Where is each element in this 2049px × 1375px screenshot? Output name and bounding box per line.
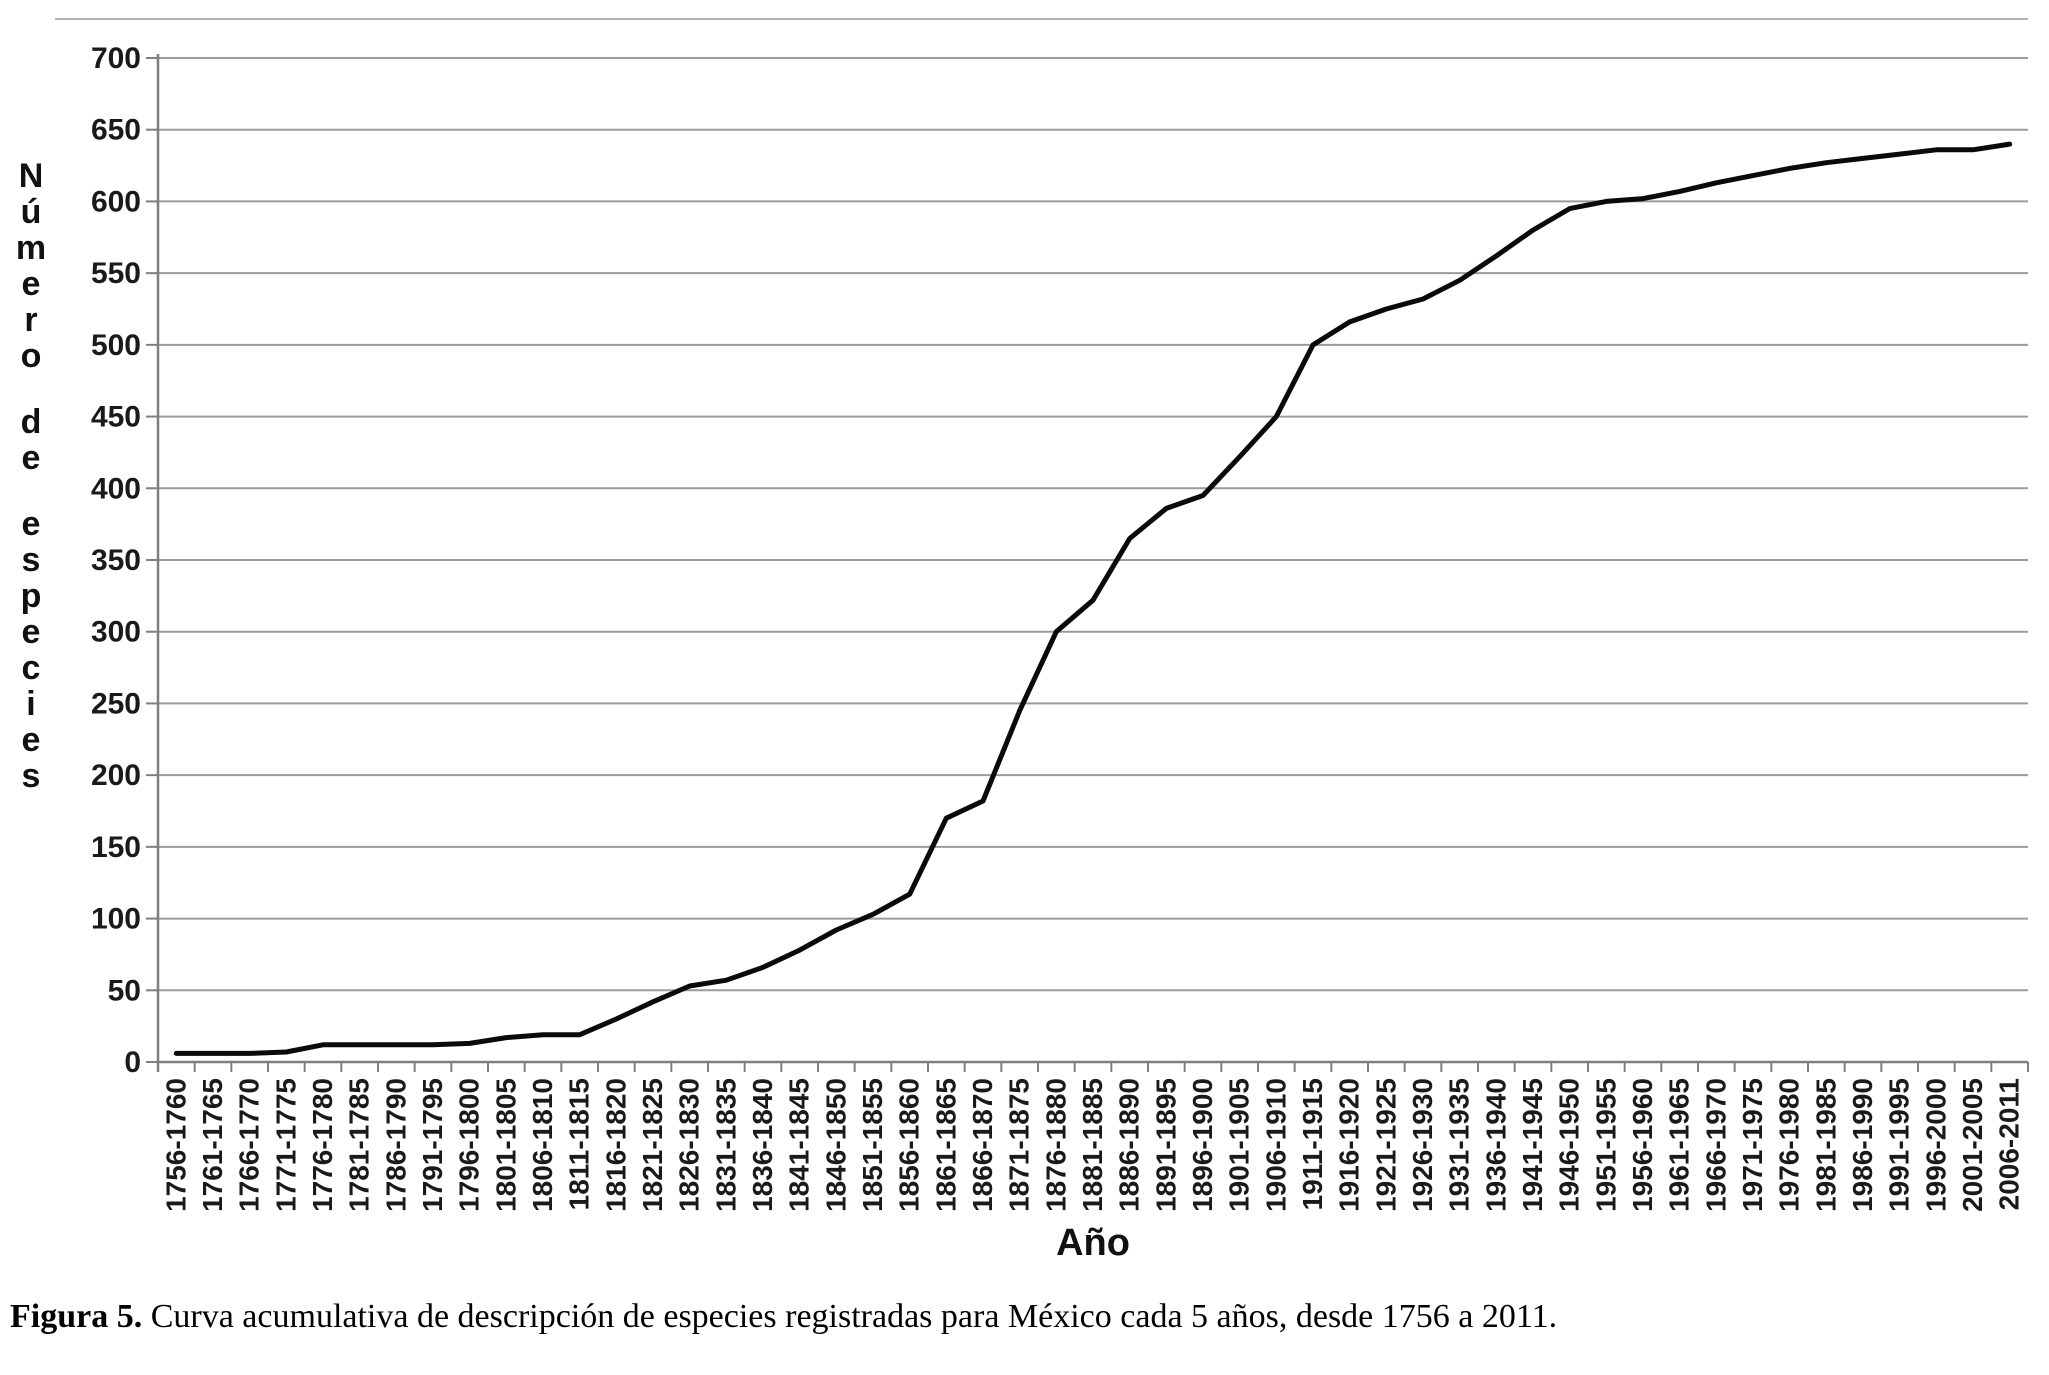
y-axis-title-letter: ú — [20, 193, 42, 231]
x-tick-label: 1956-1960 — [1627, 1078, 1658, 1212]
x-tick-label: 1941-1945 — [1517, 1078, 1548, 1212]
x-tick-label: 1981-1985 — [1810, 1078, 1841, 1212]
x-tick-label: 1761-1765 — [197, 1078, 228, 1212]
x-tick-label: 1756-1760 — [160, 1078, 191, 1212]
page-top-rule — [55, 18, 2028, 20]
x-tick-label: 1836-1840 — [747, 1078, 778, 1212]
x-tick-label: 2006-2011 — [1994, 1078, 2025, 1210]
y-axis-title-letter: e — [21, 439, 41, 477]
x-tick-label: 1821-1825 — [637, 1078, 668, 1212]
y-axis-title-letter: r — [24, 301, 38, 339]
y-axis-title-letter: N — [18, 157, 44, 195]
y-tick-label: 450 — [91, 401, 141, 434]
y-tick-label: 50 — [108, 974, 141, 1007]
x-tick-label: 1971-1975 — [1737, 1078, 1768, 1212]
figure-caption: Figura 5. Curva acumulativa de descripci… — [10, 1298, 2030, 1336]
figure-caption-text: Curva acumulativa de descripción de espe… — [142, 1298, 1558, 1335]
x-tick-label: 1951-1955 — [1590, 1078, 1621, 1212]
y-tick-label: 0 — [124, 1046, 141, 1079]
x-tick-label: 1826-1830 — [674, 1078, 705, 1212]
y-axis-title-letter: m — [15, 229, 47, 267]
y-axis-title-letter: d — [20, 403, 42, 441]
x-tick-label: 1886-1890 — [1114, 1078, 1145, 1212]
x-tick-label: 1936-1940 — [1480, 1078, 1511, 1212]
x-tick-label: 1861-1865 — [930, 1078, 961, 1212]
x-tick-label: 1776-1780 — [307, 1078, 338, 1212]
y-axis-title-letter: e — [21, 265, 41, 303]
x-tick-label: 1791-1795 — [417, 1078, 448, 1212]
x-tick-label: 1846-1850 — [820, 1078, 851, 1212]
y-tick-label: 600 — [91, 185, 141, 218]
y-axis-title-letter: s — [21, 757, 41, 795]
x-tick-label: 1796-1800 — [454, 1078, 485, 1212]
y-axis-title-letter: p — [20, 577, 42, 615]
x-axis-title: Año — [1056, 1222, 1130, 1264]
y-tick-label: 300 — [91, 616, 141, 649]
y-tick-label: 650 — [91, 114, 141, 147]
x-tick-label: 1891-1895 — [1150, 1078, 1181, 1212]
x-tick-label: 1801-1805 — [490, 1078, 521, 1212]
x-tick-label: 1866-1870 — [967, 1078, 998, 1212]
x-tick-label: 2001-2005 — [1957, 1078, 1988, 1212]
x-tick-label: 1931-1935 — [1444, 1078, 1475, 1212]
x-tick-label: 1771-1775 — [270, 1078, 301, 1212]
x-tick-label: 1786-1790 — [380, 1078, 411, 1212]
y-axis-title-letter: e — [21, 721, 41, 759]
y-tick-label: 500 — [91, 329, 141, 362]
x-tick-label: 1916-1920 — [1334, 1078, 1365, 1212]
x-tick-label: 1976-1980 — [1774, 1078, 1805, 1212]
x-tick-label: 1816-1820 — [600, 1078, 631, 1212]
x-tick-label: 1946-1950 — [1554, 1078, 1585, 1212]
x-tick-label: 1896-1900 — [1187, 1078, 1218, 1212]
x-tick-label: 1841-1845 — [784, 1078, 815, 1212]
species-accumulation-chart: 0 50 100 150 200 250 300 350 400 450 500 550 600 650 7… — [91, 42, 2029, 1212]
y-tick-label: 350 — [91, 544, 141, 577]
species-curve — [173, 141, 2013, 1056]
figure-caption-label: Figura 5. — [10, 1298, 143, 1335]
x-tick-label: 1926-1930 — [1407, 1078, 1438, 1212]
x-tick-label: 1901-1905 — [1224, 1078, 1255, 1212]
y-tick-label: 200 — [91, 759, 141, 792]
x-tick-label: 1966-1970 — [1700, 1078, 1731, 1212]
x-tick-label: 1871-1875 — [1004, 1078, 1035, 1212]
x-tick-label: 1851-1855 — [857, 1078, 888, 1212]
y-axis-title-letter: e — [21, 613, 41, 651]
y-tick-label: 700 — [91, 42, 141, 75]
x-tick-label: 1856-1860 — [894, 1078, 925, 1212]
y-tick-label: 100 — [91, 903, 141, 936]
x-tick-label: 1991-1995 — [1884, 1078, 1915, 1212]
x-tick-label: 1806-1810 — [527, 1078, 558, 1212]
x-tick-label: 1766-1770 — [234, 1078, 265, 1212]
y-tick-label: 150 — [91, 831, 141, 864]
y-axis-title-letter: c — [21, 649, 41, 687]
y-tick-label: 550 — [91, 257, 141, 290]
x-tick-label: 1996-2000 — [1920, 1078, 1951, 1212]
x-tick-label: 1986-1990 — [1847, 1078, 1878, 1212]
x-tick-label: 1921-1925 — [1370, 1078, 1401, 1212]
y-axis-title-letter: o — [20, 337, 42, 375]
x-tick-label: 1876-1880 — [1040, 1078, 1071, 1212]
x-tick-label: 1881-1885 — [1077, 1078, 1108, 1212]
y-axis-title-letter: s — [21, 541, 41, 579]
x-tick-label: 1961-1965 — [1664, 1078, 1695, 1212]
y-tick-label: 250 — [91, 687, 141, 720]
x-tick-label: 1811-1815 — [564, 1078, 595, 1210]
x-tick-label: 1911-1915 — [1297, 1078, 1328, 1210]
x-tick-label: 1781-1785 — [344, 1078, 375, 1212]
y-axis-title-letter: e — [21, 505, 41, 543]
y-tick-label: 400 — [91, 472, 141, 505]
x-tick-label: 1906-1910 — [1260, 1078, 1291, 1212]
x-tick-label: 1831-1835 — [710, 1078, 741, 1212]
y-axis-title-letter: i — [26, 685, 36, 723]
